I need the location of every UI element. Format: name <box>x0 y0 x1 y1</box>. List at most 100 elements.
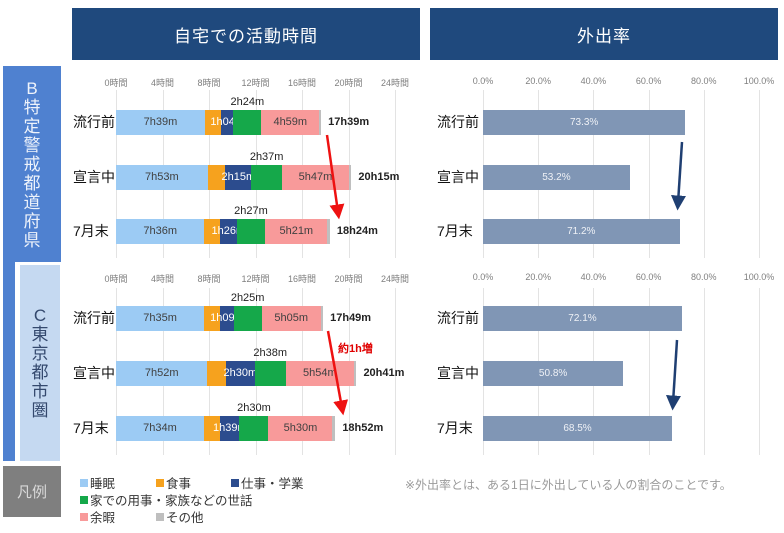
c-char: 都 <box>31 363 49 382</box>
total-time-label: 18h52m <box>342 422 384 434</box>
x-tick-label: 12時間 <box>241 78 270 88</box>
b-char: 特 <box>23 97 41 117</box>
legend-item: 家での用事・家族などの世話 <box>80 490 253 509</box>
x-tick-label: 20.0% <box>525 76 551 86</box>
segment-value-label: 5h54m <box>302 367 337 379</box>
gridline <box>703 90 705 258</box>
household-time-label: 2h24m <box>230 96 265 108</box>
home-activity-header: 自宅での活動時間 <box>72 8 420 60</box>
x-tick-label: 20時間 <box>334 274 363 284</box>
gridline <box>395 288 396 455</box>
segment-value-label: 7h52m <box>144 367 179 379</box>
b-char: 府 <box>23 211 41 231</box>
b-char: B <box>26 78 38 98</box>
household-time-label: 2h25m <box>230 292 265 304</box>
outing-rate-value: 53.2% <box>542 172 571 183</box>
segment-value-label: 7h34m <box>143 422 177 434</box>
household-time-label: 2h37m <box>249 151 284 163</box>
segment-value-label: 1h39m <box>213 422 247 434</box>
gridline <box>759 288 760 455</box>
gridline <box>648 288 650 455</box>
bar-segment-家での用事・家族などの世話 <box>239 416 269 441</box>
bar-segment-余暇 <box>261 110 320 135</box>
outing-rate-value: 73.3% <box>569 117 599 128</box>
x-tick-label: 4時間 <box>150 274 175 284</box>
outing-rate-title: 外出率 <box>577 26 631 46</box>
c-char: 市 <box>31 382 49 401</box>
bar-segment-仕事・学業 <box>225 361 255 386</box>
legend-label: 家での用事・家族などの世話 <box>90 494 253 508</box>
b-char: 定 <box>23 116 41 136</box>
row-label: 7月末 <box>437 223 473 239</box>
c-char: 京 <box>31 344 49 363</box>
bar-segment-仕事・学業 <box>220 306 234 331</box>
legend-label: 睡眠 <box>90 477 116 491</box>
x-tick-label: 100.0% <box>743 272 775 282</box>
segment-value-label: 5h47m <box>298 171 333 183</box>
row-label: 流行前 <box>73 114 115 130</box>
bar-segment-家での用事・家族などの世話 <box>233 110 262 135</box>
bar-segment-その他 <box>327 219 330 244</box>
segment-value-label: 2h15m <box>221 171 256 183</box>
b-char: 県 <box>23 230 41 250</box>
x-tick-label: 60.0% <box>635 76 662 86</box>
legend-label: 食事 <box>166 477 192 491</box>
row-label: 7月末 <box>437 420 473 436</box>
legend-item: 仕事・学業 <box>231 473 304 492</box>
segment-value-label: 5h21m <box>279 225 314 237</box>
legend-swatch-icon <box>156 512 164 521</box>
footnote: ※外出率とは、ある1日に外出している人の割合のことです。 <box>405 478 732 492</box>
bar-segment-余暇 <box>261 306 321 331</box>
row-label: 流行前 <box>437 114 479 130</box>
bar-segment-家での用事・家族などの世話 <box>251 165 282 190</box>
x-tick-label: 60.0% <box>635 272 662 282</box>
bar-segment-睡眠 <box>116 110 205 135</box>
outing-rate-bar <box>483 306 682 331</box>
blue-arrow-c <box>665 339 681 411</box>
bar-segment-睡眠 <box>116 361 208 386</box>
x-tick-label: 20時間 <box>334 78 363 88</box>
x-tick-label: 80.0% <box>691 76 717 86</box>
household-time-label: 2h27m <box>234 205 268 217</box>
legend-swatch-icon <box>80 478 88 487</box>
total-time-label: 18h24m <box>336 225 378 237</box>
legend-swatch-icon <box>156 478 164 487</box>
b-char: 警 <box>23 135 41 155</box>
legend-label: その他 <box>166 511 204 525</box>
bar-segment-睡眠 <box>116 306 205 331</box>
row-label: 7月末 <box>73 420 109 436</box>
row-label: 流行前 <box>437 310 479 326</box>
x-tick-label: 20.0% <box>525 272 551 282</box>
increase-annotation: 約1h増 <box>338 343 373 355</box>
outing-rate-value: 72.1% <box>568 313 597 324</box>
segment-value-label: 7h39m <box>143 116 178 128</box>
bar-segment-仕事・学業 <box>220 416 240 441</box>
x-tick-label: 40.0% <box>580 76 607 86</box>
x-tick-label: 80.0% <box>691 272 717 282</box>
outing-rate-bar <box>483 219 680 244</box>
bar-segment-食事 <box>204 110 221 135</box>
gridline <box>648 90 650 258</box>
gridline <box>703 288 705 455</box>
legend-swatch-icon <box>80 512 88 521</box>
bar-segment-睡眠 <box>116 416 204 441</box>
row-label: 宣言中 <box>437 169 479 185</box>
red-arrow-b <box>325 134 345 220</box>
bar-segment-食事 <box>207 361 226 386</box>
gridline <box>759 90 760 258</box>
x-tick-label: 12時間 <box>241 274 270 284</box>
outing-rate-bar <box>483 110 686 135</box>
bar-segment-余暇 <box>268 416 333 441</box>
c-char: 東 <box>31 325 49 344</box>
x-tick-label: 0時間 <box>104 274 128 284</box>
group-b-strip <box>3 262 15 461</box>
x-tick-label: 24時間 <box>380 78 410 88</box>
total-time-label: 17h39m <box>328 116 370 128</box>
x-tick-label: 0時間 <box>104 78 128 88</box>
bar-segment-仕事・学業 <box>225 165 252 190</box>
legend-label: 余暇 <box>90 511 116 525</box>
total-time-label: 20h41m <box>363 367 405 379</box>
bar-segment-その他 <box>354 361 357 386</box>
row-label: 宣言中 <box>73 169 115 185</box>
